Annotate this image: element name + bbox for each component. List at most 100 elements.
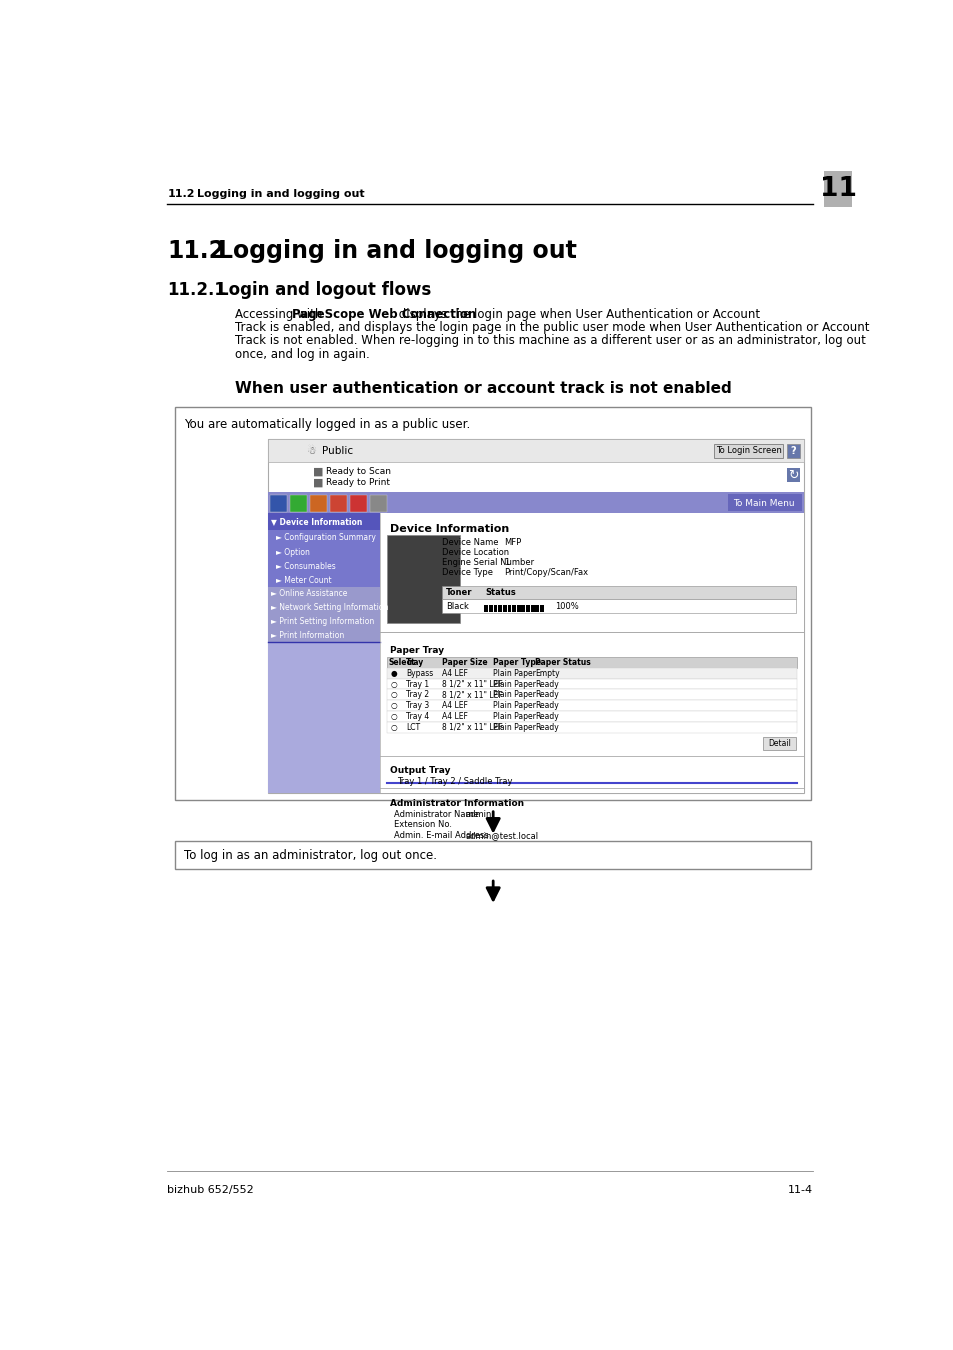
Bar: [714, 444, 781, 458]
Text: Tray 1 / Tray 2 / Saddle Tray: Tray 1 / Tray 2 / Saddle Tray: [397, 778, 513, 786]
Bar: [268, 439, 802, 462]
Bar: [386, 535, 459, 624]
Bar: [386, 668, 797, 679]
Text: ► Print Setting Information: ► Print Setting Information: [271, 617, 374, 626]
Bar: [268, 513, 380, 794]
Text: Ready: Ready: [535, 690, 558, 699]
Text: admin@test.local: admin@test.local: [465, 832, 538, 840]
Text: A4 LEF: A4 LEF: [442, 711, 468, 721]
Text: ► Configuration Summary: ► Configuration Summary: [275, 533, 375, 543]
Text: Accessing with: Accessing with: [235, 308, 326, 321]
Text: Ready: Ready: [535, 722, 558, 732]
Bar: [386, 722, 797, 733]
Text: Ready: Ready: [535, 679, 558, 688]
Text: Plain Paper: Plain Paper: [493, 690, 536, 699]
Bar: [268, 491, 802, 513]
Text: 8 1/2" x 11" LEF: 8 1/2" x 11" LEF: [442, 679, 502, 688]
Bar: [535, 605, 538, 613]
Text: PageScope Web Connection: PageScope Web Connection: [293, 308, 476, 321]
Text: Ready: Ready: [535, 701, 558, 710]
Bar: [728, 494, 801, 510]
Text: Ready: Ready: [535, 711, 558, 721]
Text: Logging in and logging out: Logging in and logging out: [196, 189, 364, 200]
Text: ↻: ↻: [787, 468, 798, 482]
Text: ► Online Assistance: ► Online Assistance: [271, 590, 347, 598]
Text: Paper Type: Paper Type: [493, 657, 540, 667]
Bar: [330, 494, 347, 512]
Text: Plain Paper: Plain Paper: [493, 701, 536, 710]
Bar: [442, 599, 795, 613]
Text: 11.2: 11.2: [167, 239, 225, 263]
Bar: [525, 605, 530, 613]
Bar: [268, 513, 380, 531]
Bar: [442, 586, 795, 599]
Text: Black: Black: [446, 602, 469, 610]
Bar: [174, 406, 810, 799]
Text: ► Print Information: ► Print Information: [271, 630, 344, 640]
Text: Device Name: Device Name: [442, 537, 498, 547]
Text: ► Option: ► Option: [275, 548, 310, 558]
Bar: [823, 171, 852, 207]
Bar: [386, 679, 797, 690]
Text: ☃: ☃: [305, 446, 315, 456]
Text: To Main Menu: To Main Menu: [732, 498, 794, 508]
Text: ●: ●: [390, 668, 396, 678]
Text: 1: 1: [504, 558, 509, 567]
Bar: [762, 737, 795, 749]
Bar: [268, 545, 380, 559]
Bar: [488, 605, 493, 613]
Text: ○: ○: [390, 711, 396, 721]
Text: Admin. E-mail Address: Admin. E-mail Address: [394, 832, 489, 840]
Text: Bypass: Bypass: [406, 668, 433, 678]
Text: Tray 4: Tray 4: [406, 711, 429, 721]
Text: ?: ?: [790, 446, 796, 456]
Text: ○: ○: [390, 701, 396, 710]
Text: Paper Status: Paper Status: [535, 657, 591, 667]
Text: Administrator Name: Administrator Name: [394, 810, 478, 818]
Text: Print/Copy/Scan/Fax: Print/Copy/Scan/Fax: [504, 568, 588, 576]
Bar: [268, 439, 802, 794]
Text: A4 LEF: A4 LEF: [442, 701, 468, 710]
Text: Output Tray: Output Tray: [390, 767, 450, 775]
Text: ► Network Setting Information: ► Network Setting Information: [271, 603, 388, 613]
Text: Paper Size: Paper Size: [442, 657, 488, 667]
Bar: [268, 614, 380, 629]
Text: ■: ■: [313, 467, 323, 477]
Text: 11: 11: [819, 176, 856, 202]
Text: 11.2: 11.2: [167, 189, 194, 200]
Text: Ready to Print: Ready to Print: [326, 478, 390, 487]
Bar: [268, 531, 380, 545]
Text: LCT: LCT: [406, 722, 419, 732]
Text: ○: ○: [390, 722, 396, 732]
Bar: [386, 701, 797, 711]
Bar: [370, 494, 387, 512]
Bar: [290, 494, 307, 512]
Text: Logging in and logging out: Logging in and logging out: [217, 239, 576, 263]
Bar: [386, 711, 797, 722]
Text: Device Location: Device Location: [442, 548, 509, 556]
Bar: [268, 559, 380, 574]
Text: Status: Status: [484, 589, 516, 597]
Text: Tray 3: Tray 3: [406, 701, 429, 710]
Text: Paper Tray: Paper Tray: [390, 647, 443, 655]
Text: 11-4: 11-4: [787, 1184, 812, 1195]
Bar: [493, 605, 497, 613]
Text: 8 1/2" x 11" LEF: 8 1/2" x 11" LEF: [442, 690, 502, 699]
Text: 100%: 100%: [555, 602, 578, 610]
Bar: [386, 657, 797, 668]
Text: bizhub 652/552: bizhub 652/552: [167, 1184, 253, 1195]
Bar: [785, 444, 800, 458]
Text: displays the login page when User Authentication or Account: displays the login page when User Authen…: [395, 308, 760, 321]
Text: A4 LEF: A4 LEF: [442, 668, 468, 678]
Bar: [310, 494, 327, 512]
Bar: [484, 605, 488, 613]
Text: Toner: Toner: [446, 589, 473, 597]
Text: Tray 2: Tray 2: [406, 690, 429, 699]
Text: 8 1/2" x 11" LEF: 8 1/2" x 11" LEF: [442, 722, 502, 732]
Text: ○: ○: [390, 690, 396, 699]
Text: Login and logout flows: Login and logout flows: [217, 281, 431, 300]
Bar: [270, 494, 286, 512]
Bar: [268, 601, 380, 614]
Text: Plain Paper: Plain Paper: [493, 711, 536, 721]
Text: Public: Public: [322, 446, 353, 456]
